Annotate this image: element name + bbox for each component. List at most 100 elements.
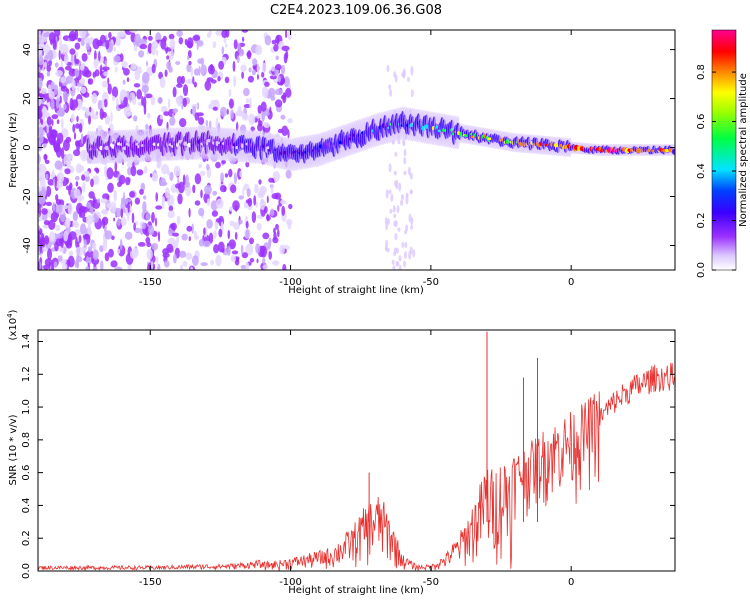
noise-blob — [208, 103, 214, 110]
noise-blob — [97, 99, 103, 111]
noise-blob — [243, 104, 252, 108]
noise-blob — [175, 96, 182, 104]
noise-blob — [243, 201, 249, 209]
noise-blob — [168, 48, 174, 61]
noise-blob — [232, 60, 236, 72]
noise-blob — [75, 181, 79, 187]
noise-blob — [64, 65, 72, 71]
noise-blob — [111, 95, 116, 102]
noise-blob — [151, 242, 159, 251]
noise-blob — [56, 119, 60, 124]
noise-blob — [269, 106, 272, 115]
noise-blob — [229, 220, 235, 227]
noise-blob — [228, 88, 232, 98]
noise-blob — [77, 84, 80, 93]
noise-blob — [46, 65, 51, 72]
noise-blob — [38, 169, 46, 181]
noise-blob — [198, 163, 202, 168]
noise-blob — [115, 35, 121, 47]
noise-blob — [136, 89, 142, 100]
noise-blob — [260, 101, 267, 112]
noise-blob — [241, 30, 249, 33]
noise-blob — [88, 115, 91, 125]
noise-blob — [279, 244, 285, 255]
noise-blob — [210, 99, 218, 105]
noise-blob — [84, 69, 92, 78]
noise-blob — [42, 224, 49, 229]
noise-blob — [228, 98, 234, 109]
noise-blob — [72, 221, 75, 227]
noise-blob — [402, 141, 406, 147]
noise-blob — [66, 177, 69, 184]
noise-blob — [268, 251, 273, 260]
noise-blob — [123, 68, 130, 76]
noise-blob — [125, 208, 128, 217]
noise-blob — [215, 117, 219, 129]
y-tick-label: -20 — [22, 188, 33, 204]
noise-blob — [151, 172, 159, 182]
noise-blob — [74, 42, 81, 50]
noise-blob — [182, 174, 186, 186]
noise-blob — [224, 173, 228, 178]
noise-blob — [70, 113, 75, 123]
noise-blob — [404, 251, 407, 259]
noise-blob — [274, 192, 282, 200]
noise-blob — [67, 255, 75, 268]
noise-blob — [50, 82, 55, 91]
noise-blob — [80, 36, 86, 47]
noise-blob — [100, 260, 104, 270]
noise-blob — [52, 169, 55, 178]
noise-blob — [396, 261, 400, 267]
x-tick-label: -50 — [423, 577, 439, 588]
noise-blob — [225, 30, 230, 38]
noise-blob — [401, 193, 404, 201]
colorbar-tick-label: 0.2 — [696, 213, 707, 229]
noise-blob — [151, 212, 155, 224]
noise-blob — [392, 205, 396, 213]
noise-blob — [104, 252, 110, 262]
noise-blob — [209, 30, 212, 37]
noise-blob — [267, 87, 276, 98]
noise-blob — [254, 185, 259, 194]
noise-blob — [270, 95, 276, 101]
noise-blob — [64, 54, 69, 65]
noise-blob — [225, 43, 228, 48]
noise-blob — [85, 175, 90, 182]
noise-blob — [38, 186, 43, 192]
noise-blob — [160, 105, 168, 113]
noise-blob — [133, 44, 138, 52]
noise-blob — [81, 174, 86, 181]
noise-blob — [215, 30, 224, 36]
noise-blob — [177, 193, 183, 205]
noise-blob — [182, 97, 187, 108]
noise-blob — [392, 265, 396, 270]
noise-blob — [164, 69, 168, 77]
noise-blob — [386, 64, 390, 73]
noise-blob — [272, 260, 280, 266]
noise-blob — [78, 123, 83, 133]
noise-blob — [266, 195, 269, 204]
noise-blob — [47, 49, 54, 61]
noise-blob — [208, 232, 214, 244]
noise-blob — [259, 186, 265, 198]
noise-blob — [287, 220, 292, 230]
y-tick-label: 0 — [22, 144, 33, 150]
noise-blob — [81, 106, 87, 111]
noise-blob — [38, 66, 41, 73]
noise-blob — [403, 157, 407, 165]
noise-blob — [59, 39, 63, 52]
noise-blob — [196, 42, 199, 51]
noise-blob — [233, 75, 237, 88]
noise-blob — [85, 215, 94, 226]
noise-blob — [48, 90, 55, 100]
noise-blob — [159, 77, 166, 89]
noise-blob — [100, 198, 108, 204]
noise-blob — [176, 83, 183, 88]
noise-blob — [176, 76, 183, 85]
noise-blob — [385, 189, 389, 199]
noise-blob — [193, 230, 198, 240]
noise-blob — [410, 66, 414, 76]
noise-blob — [80, 149, 88, 162]
noise-blob — [164, 260, 170, 268]
noise-blob — [266, 213, 270, 222]
